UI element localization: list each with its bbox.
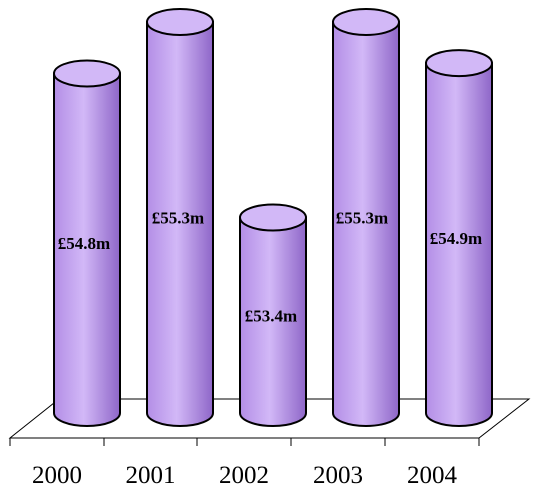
bar-top: [53, 59, 121, 88]
data-label: £55.3m: [152, 209, 204, 228]
data-label: £54.9m: [430, 229, 482, 248]
bar-top: [146, 8, 214, 36]
x-axis-ticks: 2000 2001 2002 2003 2004: [9, 438, 480, 489]
x-tick-label: 2003: [313, 462, 363, 489]
data-label: £55.3m: [336, 209, 388, 228]
bar-2000: £54.8m: [53, 59, 121, 427]
floor-plane: [8, 398, 531, 439]
x-tick-label: 2004: [407, 462, 458, 489]
bar-top: [332, 8, 400, 36]
data-label: £54.8m: [58, 234, 110, 253]
bar-2003: £55.3m: [332, 8, 400, 427]
bars-group: £54.8m £55.3m £53.4m £55.3m £54.9m: [53, 8, 493, 427]
bar-2004: £54.9m: [425, 49, 493, 427]
bar-body: [146, 21, 214, 427]
bar-top: [239, 203, 307, 232]
bar-2001: £55.3m: [146, 8, 214, 427]
x-tick-label: 2000: [32, 462, 82, 489]
bar-2002: £53.4m: [239, 203, 307, 427]
chart-floor: [8, 398, 531, 439]
data-label: £53.4m: [245, 306, 297, 325]
x-tick-label: 2001: [126, 462, 176, 489]
bar-body: [239, 216, 307, 427]
bar-body: [53, 72, 121, 427]
bar-body: [332, 21, 400, 427]
bar-body: [425, 62, 493, 427]
bar-top: [425, 49, 493, 78]
x-tick-label: 2002: [219, 462, 269, 489]
